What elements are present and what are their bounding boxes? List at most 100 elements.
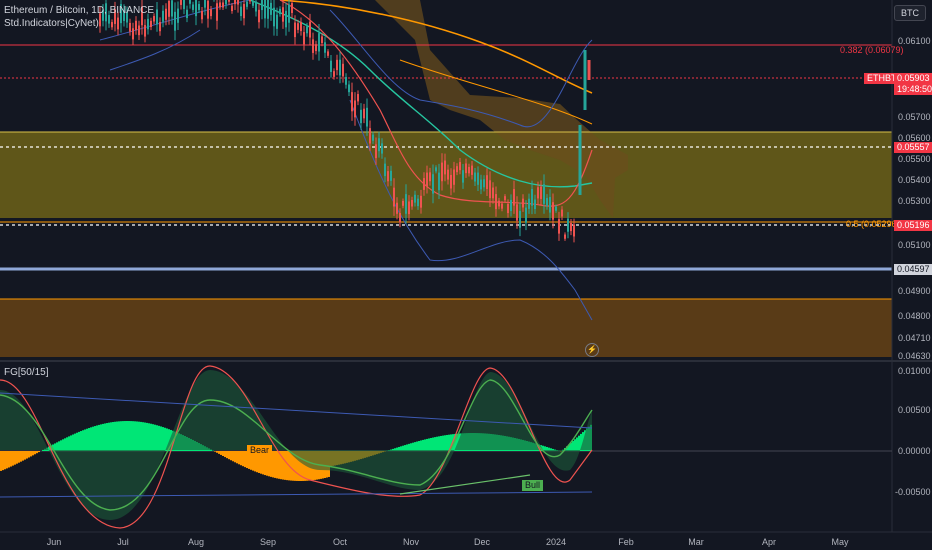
osc-bar	[240, 451, 242, 466]
candle-body	[492, 187, 494, 199]
candle-body	[345, 77, 347, 85]
candle-body	[360, 109, 362, 124]
candle-body	[429, 172, 431, 182]
osc-bar	[260, 451, 262, 474]
candle-body	[363, 108, 365, 119]
osc-bar	[398, 446, 400, 451]
osc-bar	[154, 424, 156, 451]
candle-body	[336, 59, 338, 71]
ma-red	[279, 0, 593, 207]
candle-body	[327, 51, 329, 56]
yellow-zone	[0, 132, 892, 218]
osc-bar	[432, 437, 434, 451]
candle-body	[138, 25, 140, 36]
candle-body	[486, 175, 488, 190]
osc-bar	[12, 451, 14, 466]
lightning-icon[interactable]: ⚡	[585, 343, 599, 357]
candle-body	[366, 107, 368, 127]
currency-button[interactable]: BTC	[894, 5, 926, 21]
candle-body	[498, 200, 500, 207]
osc-bar	[294, 451, 296, 481]
osc-bar	[402, 445, 404, 451]
fib-05-label: 0.5 (0.05296)	[846, 219, 900, 229]
candle-body	[234, 0, 236, 5]
candle-body	[504, 196, 506, 201]
price-tick: 0.05100	[898, 240, 931, 250]
candle-body	[489, 180, 491, 199]
osc-bar	[34, 451, 36, 455]
candle-body	[183, 0, 185, 9]
candle-body	[207, 0, 209, 19]
price-tick: 0.05300	[898, 196, 931, 206]
level-badge-2: 0.05196	[894, 220, 932, 231]
osc-bar	[250, 451, 252, 470]
candle-body	[246, 1, 248, 7]
candle-body	[216, 3, 218, 21]
osc-bar	[292, 451, 294, 481]
bear-label: Bear	[247, 445, 273, 456]
candle-body	[570, 223, 572, 232]
price-tick: 0.06100	[898, 36, 931, 46]
time-label: Nov	[402, 537, 420, 547]
osc-bar	[14, 451, 16, 465]
osc-bar	[290, 451, 292, 481]
candle-body	[390, 170, 392, 181]
osc-bar	[438, 436, 440, 451]
candle-body	[348, 84, 350, 93]
osc-bar	[38, 451, 40, 453]
candle-body	[258, 9, 260, 23]
candle-body	[309, 21, 311, 38]
candle-body	[123, 9, 125, 21]
candle-body	[522, 198, 524, 208]
candle-body	[105, 3, 107, 22]
candle-body	[99, 13, 101, 27]
candle-body	[195, 0, 197, 17]
osc-bar	[90, 427, 92, 451]
candle-body	[435, 167, 437, 172]
candle-body	[354, 100, 356, 118]
candle-body	[132, 28, 134, 40]
osc-bar	[104, 423, 106, 451]
candle-body	[381, 143, 383, 154]
bb-lower	[109, 29, 593, 321]
candle-body	[561, 209, 563, 217]
candle-body	[204, 0, 206, 8]
candle-body	[402, 200, 404, 206]
price-panel	[0, 0, 892, 357]
osc-bar	[428, 438, 430, 451]
osc-bar	[228, 451, 230, 460]
oscillator-panel	[0, 365, 892, 529]
osc-bar	[284, 451, 286, 480]
candle-body	[294, 22, 296, 38]
osc-bar	[272, 451, 274, 478]
candle-body	[240, 6, 242, 17]
price-tick: 0.04710	[898, 333, 931, 343]
osc-bar	[72, 434, 74, 451]
osc-bar	[160, 426, 162, 451]
time-label: Aug	[187, 537, 205, 547]
candle-body	[408, 201, 410, 215]
candle-body	[462, 170, 464, 183]
osc-bar	[442, 435, 444, 451]
candle-body	[432, 174, 434, 194]
candle-body	[297, 23, 299, 30]
fib-382-label: 0.382 (0.06079)	[840, 45, 904, 55]
candle-body	[180, 0, 182, 5]
osc-bar	[436, 436, 438, 451]
candle-body	[519, 210, 521, 228]
candle-body	[375, 144, 377, 159]
osc-bar	[406, 444, 408, 451]
osc-trend-upper	[0, 392, 593, 429]
osc-bar	[394, 448, 396, 451]
osc-bar	[216, 451, 218, 453]
osc-bar	[298, 451, 300, 481]
osc-bar	[262, 451, 264, 475]
time-label: Oct	[332, 537, 348, 547]
ma-orange-thin	[399, 59, 593, 125]
time-label: Jun	[46, 537, 62, 547]
osc-bar	[224, 451, 226, 458]
candle-body	[423, 178, 425, 190]
osc-bar	[134, 421, 136, 451]
candle-body	[405, 194, 407, 214]
